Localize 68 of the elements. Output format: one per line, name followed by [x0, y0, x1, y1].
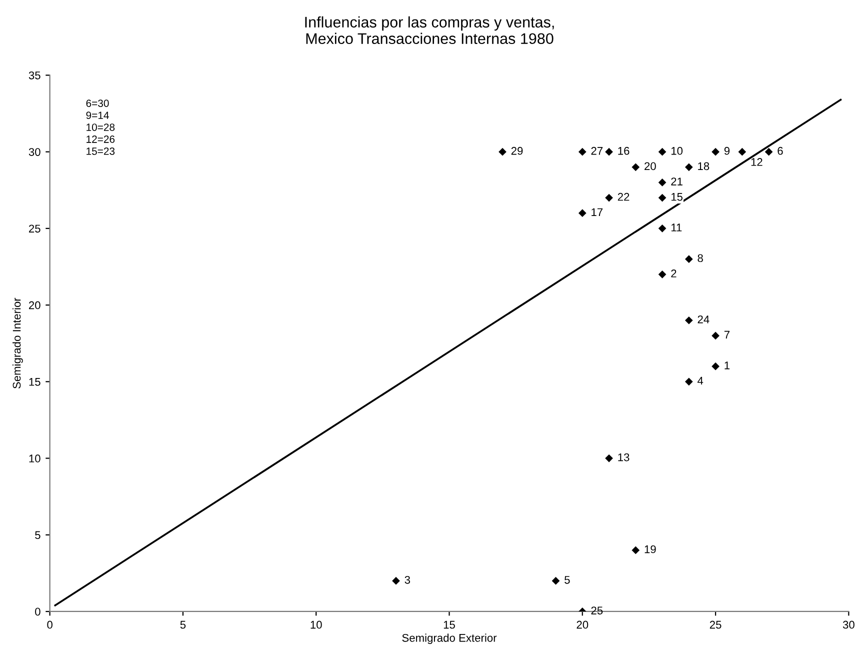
annotation: 16 [618, 146, 630, 155]
point [658, 194, 666, 202]
annotation: 24 [698, 315, 710, 324]
chart-title: Influencias por las compras y ventas, Mexico Transacciones Internas 1980 [305, 16, 554, 44]
annotation: 22 [618, 192, 630, 201]
x-tick-label: 30 [842, 620, 854, 629]
point [605, 454, 613, 462]
point [578, 209, 586, 218]
annotation: 7 [724, 330, 730, 339]
x-tick-label: 5 [180, 620, 186, 629]
y-tick-label: 15 [29, 378, 40, 386]
point [578, 148, 586, 156]
point [712, 148, 720, 156]
point [684, 163, 693, 172]
annotation: 1 [724, 362, 730, 370]
annotation: 9 [724, 146, 730, 155]
annotation: 17 [592, 208, 603, 216]
point [632, 163, 640, 172]
annotation: 6=30 9=14 10=28 12=26 15=23 [86, 100, 115, 155]
annotation: 27 [591, 146, 603, 155]
annotation: 29 [511, 146, 523, 155]
y-tick-label: 30 [28, 148, 40, 156]
annotation: 8 [698, 254, 703, 262]
point [605, 148, 613, 156]
point [684, 255, 693, 264]
annotation: 12 [751, 158, 762, 166]
x-tick-label: 25 [710, 620, 722, 629]
y-axis-title: Semigrado Interior [12, 298, 23, 389]
annotation: 5 [564, 576, 570, 584]
annotation: 25 [591, 606, 603, 614]
point [498, 148, 506, 156]
point [658, 224, 666, 232]
point [684, 378, 693, 386]
point [632, 546, 640, 554]
point [658, 148, 666, 156]
point [658, 270, 666, 278]
x-axis-title: Semigrado Exterior [402, 634, 497, 644]
point [764, 148, 773, 156]
y-tick-label: 10 [29, 454, 40, 462]
x-tick-label: 0 [47, 620, 52, 629]
y-tick-label: 35 [28, 71, 40, 80]
point [712, 332, 720, 340]
point [658, 178, 666, 186]
point [684, 316, 693, 324]
y-tick-label: 0 [35, 608, 40, 616]
annotation: 15 [671, 193, 683, 201]
annotation: 19 [644, 545, 656, 554]
annotation: 21 [671, 178, 682, 186]
annotation: 10 [671, 146, 683, 155]
annotation: 2 [671, 270, 676, 278]
y-tick-label: 20 [28, 301, 40, 310]
point [738, 148, 746, 156]
point [712, 362, 720, 370]
annotation: 3 [404, 576, 410, 584]
x-tick-label: 20 [576, 620, 588, 629]
annotation: 13 [618, 453, 630, 462]
annotation: 4 [698, 376, 704, 385]
annotation: 18 [698, 162, 710, 170]
annotation: 6 [778, 146, 783, 155]
annotation: 20 [644, 162, 656, 170]
point [552, 576, 560, 585]
y-tick-label: 5 [35, 531, 40, 540]
y-tick-label: 25 [28, 224, 40, 233]
x-tick-label: 10 [310, 620, 322, 629]
point [392, 576, 400, 585]
point [605, 194, 613, 202]
x-tick-label: 15 [444, 620, 455, 629]
annotation: 11 [671, 224, 682, 232]
